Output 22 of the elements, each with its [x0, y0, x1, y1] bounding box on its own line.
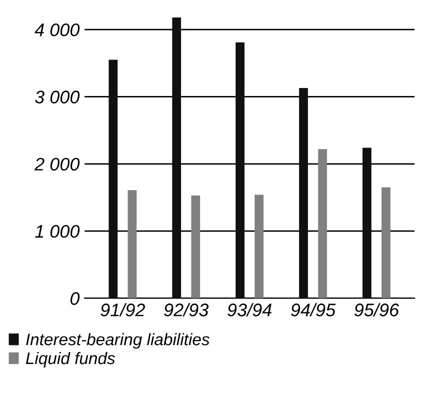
- x-tick-label: 93/94: [228, 303, 272, 316]
- bar: [318, 149, 327, 298]
- bar: [108, 60, 118, 298]
- y-tick-label: 1 000: [35, 224, 80, 238]
- x-tick-label: 95/96: [354, 303, 400, 316]
- y-tick-label: 0: [70, 292, 80, 305]
- bar: [362, 148, 372, 298]
- bar: [236, 42, 244, 298]
- bar: [191, 195, 200, 298]
- bar: [299, 88, 308, 298]
- y-tick-label: 3 000: [34, 90, 80, 104]
- legend-label: Interest-bearing liabilities: [26, 333, 210, 349]
- y-tick-label: 2 000: [34, 158, 80, 171]
- x-tick-label: 94/95: [291, 303, 336, 316]
- bar: [382, 187, 390, 298]
- y-tick-label: 4 000: [34, 23, 80, 36]
- bar: [172, 17, 182, 298]
- x-tick-label: 92/93: [164, 303, 209, 316]
- bar: [254, 194, 264, 298]
- x-tick-label: 91/92: [100, 303, 145, 316]
- legend-label: Liquid funds: [26, 352, 115, 368]
- bar: [128, 190, 137, 298]
